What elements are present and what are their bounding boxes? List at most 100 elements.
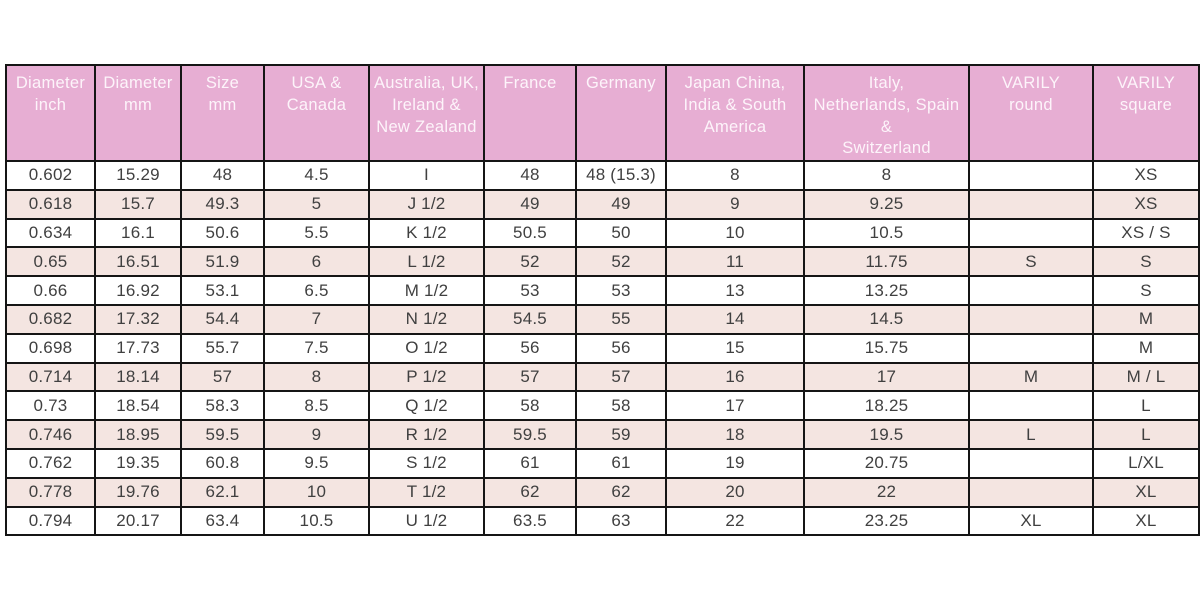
cell-japan-china-india-sa: 9	[665, 188, 805, 220]
cell-varily-square: S	[1092, 246, 1200, 278]
cell-varily-round	[968, 275, 1094, 307]
cell-size-mm: 49.3	[180, 188, 265, 220]
cell-france: 48	[483, 160, 577, 191]
cell-germany: 58	[575, 390, 667, 422]
cell-germany: 48 (15.3)	[575, 160, 667, 191]
cell-usa-canada: 9	[263, 419, 370, 451]
cell-size-mm: 54.4	[180, 304, 265, 335]
cell-diameter-mm: 19.35	[94, 448, 182, 479]
cell-italy-neth-spain-switz: 10.5	[803, 217, 970, 249]
cell-aus-uk-ire-nz: J 1/2	[368, 188, 485, 220]
cell-usa-canada: 10.5	[263, 505, 370, 537]
header-cell-aus-uk-ire-nz: Australia, UK, Ireland & New Zealand	[368, 63, 485, 163]
cell-size-mm: 53.1	[180, 275, 265, 307]
cell-varily-round	[968, 188, 1094, 220]
cell-size-mm: 60.8	[180, 448, 265, 479]
cell-italy-neth-spain-switz: 11.75	[803, 246, 970, 278]
cell-diameter-inch: 0.698	[5, 332, 96, 364]
cell-france: 52	[483, 246, 577, 278]
cell-usa-canada: 7.5	[263, 332, 370, 364]
cell-diameter-inch: 0.66	[5, 275, 96, 307]
table-row: 0.618 15.7 49.3 5 J 1/2 49 49 9 9.25 XS	[5, 188, 1200, 220]
cell-france: 49	[483, 188, 577, 220]
cell-aus-uk-ire-nz: N 1/2	[368, 304, 485, 335]
cell-japan-china-india-sa: 18	[665, 419, 805, 451]
cell-diameter-inch: 0.634	[5, 217, 96, 249]
cell-usa-canada: 8	[263, 361, 370, 393]
cell-france: 56	[483, 332, 577, 364]
cell-italy-neth-spain-switz: 18.25	[803, 390, 970, 422]
table-row: 0.778 19.76 62.1 10 T 1/2 62 62 20 22 XL	[5, 476, 1200, 508]
cell-varily-round	[968, 390, 1094, 422]
cell-japan-china-india-sa: 10	[665, 217, 805, 249]
table-row: 0.762 19.35 60.8 9.5 S 1/2 61 61 19 20.75 L/XL	[5, 448, 1200, 479]
cell-italy-neth-spain-switz: 22	[803, 476, 970, 508]
cell-diameter-inch: 0.762	[5, 448, 96, 479]
cell-italy-neth-spain-switz: 9.25	[803, 188, 970, 220]
cell-diameter-mm: 18.95	[94, 419, 182, 451]
cell-japan-china-india-sa: 13	[665, 275, 805, 307]
table-row: 0.698 17.73 55.7 7.5 O 1/2 56 56 15 15.75 M	[5, 332, 1200, 364]
cell-diameter-mm: 18.14	[94, 361, 182, 393]
cell-aus-uk-ire-nz: I	[368, 160, 485, 191]
header-cell-diameter-mm: Diameter mm	[94, 63, 182, 163]
header-cell-germany: Germany	[575, 63, 667, 163]
cell-size-mm: 59.5	[180, 419, 265, 451]
header-cell-usa-canada: USA & Canada	[263, 63, 370, 163]
cell-germany: 59	[575, 419, 667, 451]
table-row: 0.634 16.1 50.6 5.5 K 1/2 50.5 50 10 10.5 XS / S	[5, 217, 1200, 249]
table-header: Diameter inch Diameter mm Size mm USA & Canada A…	[5, 63, 1200, 163]
table-row: 0.682 17.32 54.4 7 N 1/2 54.5 55 14 14.5 M	[5, 304, 1200, 335]
cell-germany: 50	[575, 217, 667, 249]
cell-france: 57	[483, 361, 577, 393]
cell-usa-canada: 9.5	[263, 448, 370, 479]
cell-aus-uk-ire-nz: O 1/2	[368, 332, 485, 364]
cell-italy-neth-spain-switz: 23.25	[803, 505, 970, 537]
cell-aus-uk-ire-nz: S 1/2	[368, 448, 485, 479]
cell-diameter-mm: 16.92	[94, 275, 182, 307]
cell-japan-china-india-sa: 19	[665, 448, 805, 479]
cell-aus-uk-ire-nz: K 1/2	[368, 217, 485, 249]
cell-varily-square: L	[1092, 390, 1200, 422]
cell-diameter-inch: 0.714	[5, 361, 96, 393]
cell-japan-china-india-sa: 20	[665, 476, 805, 508]
cell-diameter-mm: 19.76	[94, 476, 182, 508]
table-row: 0.66 16.92 53.1 6.5 M 1/2 53 53 13 13.25 S	[5, 275, 1200, 307]
cell-varily-square: XL	[1092, 505, 1200, 537]
cell-germany: 55	[575, 304, 667, 335]
cell-france: 54.5	[483, 304, 577, 335]
cell-usa-canada: 7	[263, 304, 370, 335]
cell-diameter-mm: 18.54	[94, 390, 182, 422]
cell-size-mm: 50.6	[180, 217, 265, 249]
cell-varily-round: M	[968, 361, 1094, 393]
cell-diameter-inch: 0.65	[5, 246, 96, 278]
header-cell-japan-china-india-sa: Japan China, India & South America	[665, 63, 805, 163]
cell-france: 53	[483, 275, 577, 307]
cell-france: 61	[483, 448, 577, 479]
cell-varily-square: XS	[1092, 188, 1200, 220]
cell-usa-canada: 5.5	[263, 217, 370, 249]
cell-aus-uk-ire-nz: Q 1/2	[368, 390, 485, 422]
table-row: 0.714 18.14 57 8 P 1/2 57 57 16 17 M M / L	[5, 361, 1200, 393]
cell-france: 63.5	[483, 505, 577, 537]
cell-aus-uk-ire-nz: M 1/2	[368, 275, 485, 307]
table-row: 0.65 16.51 51.9 6 L 1/2 52 52 11 11.75 S S	[5, 246, 1200, 278]
cell-varily-square: S	[1092, 275, 1200, 307]
cell-germany: 56	[575, 332, 667, 364]
cell-aus-uk-ire-nz: R 1/2	[368, 419, 485, 451]
header-row: Diameter inch Diameter mm Size mm USA & Canada A…	[5, 63, 1200, 163]
cell-diameter-inch: 0.682	[5, 304, 96, 335]
cell-italy-neth-spain-switz: 13.25	[803, 275, 970, 307]
cell-germany: 53	[575, 275, 667, 307]
cell-italy-neth-spain-switz: 19.5	[803, 419, 970, 451]
cell-varily-round: L	[968, 419, 1094, 451]
header-cell-diameter-inch: Diameter inch	[5, 63, 96, 163]
cell-aus-uk-ire-nz: T 1/2	[368, 476, 485, 508]
cell-aus-uk-ire-nz: U 1/2	[368, 505, 485, 537]
cell-diameter-mm: 16.1	[94, 217, 182, 249]
cell-usa-canada: 4.5	[263, 160, 370, 191]
cell-varily-round	[968, 304, 1094, 335]
cell-italy-neth-spain-switz: 20.75	[803, 448, 970, 479]
cell-size-mm: 55.7	[180, 332, 265, 364]
cell-varily-square: XL	[1092, 476, 1200, 508]
